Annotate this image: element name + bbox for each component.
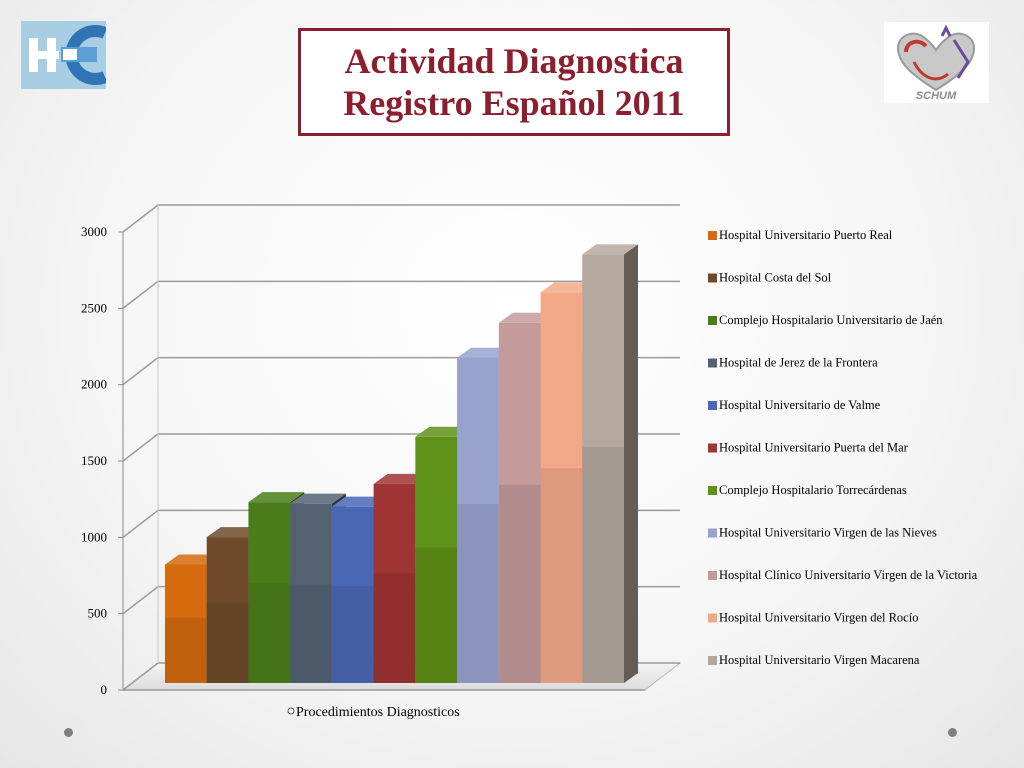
y-axis: 0 500 1000 1500 2000 2500 3000: [81, 224, 645, 697]
y-tick-label: 2500: [81, 300, 107, 315]
bar: [457, 347, 513, 683]
legend-label: Hospital Universitario Virgen del Rocío: [719, 611, 918, 625]
legend-swatch: [708, 316, 717, 325]
y-tick-label: 2000: [81, 377, 107, 392]
bar-shade: [331, 586, 374, 683]
legend-swatch: [708, 231, 717, 240]
legend: Hospital Universitario Puerto Real Hospit…: [708, 228, 978, 667]
bar-front: [331, 506, 374, 683]
bar-shade: [206, 602, 249, 683]
heart-logo-graphic: SCHUM: [896, 24, 976, 102]
logo-text: SCHUM: [916, 90, 957, 102]
bar-shade: [582, 447, 624, 683]
bar: [582, 244, 638, 684]
bars: [165, 244, 638, 684]
legend-swatch: [708, 571, 717, 580]
hc-logo-graphic: [21, 21, 106, 89]
legend-label: Hospital Universitario Virgen Macarena: [719, 653, 920, 667]
legend-swatch: [708, 486, 717, 495]
schum-logo: SCHUM: [884, 22, 989, 103]
slide-dot-right: [948, 728, 957, 737]
bar-front: [206, 537, 249, 683]
legend-label: Hospital de Jerez de la Frontera: [719, 356, 878, 370]
legend-label: Complejo Hospitalario Universitario de J…: [719, 313, 943, 327]
legend-label: Hospital Costa del Sol: [719, 271, 832, 285]
bar-side: [624, 244, 638, 684]
bar-front: [290, 503, 332, 683]
bar-front: [373, 483, 416, 683]
gridline: [122, 204, 680, 233]
y-tick-label: 500: [88, 606, 108, 621]
bar-top: [248, 492, 305, 503]
legend-swatch: [708, 273, 717, 283]
slide-title: Actividad Diagnostica Registro Español 2…: [298, 28, 730, 136]
legend-swatch: [708, 443, 717, 453]
bar-front: [415, 436, 458, 683]
legend-swatch: [708, 401, 717, 410]
slide-dot-left: [64, 728, 73, 737]
bar-front: [540, 292, 583, 683]
legend-swatch: [708, 358, 717, 368]
legend-label: Hospital Universitario Puerta del Mar: [719, 441, 909, 455]
legend-swatch: [708, 613, 717, 623]
y-tick-label: 3000: [81, 224, 107, 239]
bar-top: [582, 244, 638, 255]
y-tick-label: 1500: [81, 453, 107, 468]
y-tick-label: 1000: [81, 529, 107, 544]
bar-shade: [540, 468, 583, 683]
bar-shade: [415, 547, 458, 683]
bar-shade: [165, 617, 207, 683]
hospital-logo: [21, 21, 106, 89]
legend-swatch: [708, 656, 717, 665]
bar-shade: [498, 484, 541, 683]
legend-label: Hospital Universitario de Valme: [719, 398, 881, 412]
bar-top: [290, 493, 346, 504]
title-line-1: Actividad Diagnostica: [344, 41, 684, 81]
bar-shade: [457, 504, 499, 683]
x-category-label: Procedimientos Diagnosticos: [296, 705, 460, 720]
x-category-marker-icon: [287, 707, 295, 715]
legend-label: Hospital Universitario Virgen de las Nie…: [719, 526, 937, 540]
legend-label: Hospital Clínico Universitario Virgen de…: [719, 568, 978, 582]
bar-front: [457, 357, 499, 683]
bar-front: [165, 564, 207, 683]
bar-shade: [248, 583, 291, 683]
legend-swatch: [708, 528, 717, 538]
x-axis: Procedimientos Diagnosticos: [287, 705, 460, 720]
bar-front: [582, 254, 624, 684]
bar-front: [498, 322, 541, 683]
legend-label: Hospital Universitario Puerto Real: [719, 228, 893, 242]
legend-label: Complejo Hospitalario Torrecárdenas: [719, 483, 907, 497]
title-line-2: Registro Español 2011: [343, 83, 685, 123]
y-tick-label: 0: [101, 682, 108, 697]
bar-shade: [373, 573, 416, 683]
bar-shade: [290, 584, 332, 683]
bar-front: [248, 502, 291, 683]
